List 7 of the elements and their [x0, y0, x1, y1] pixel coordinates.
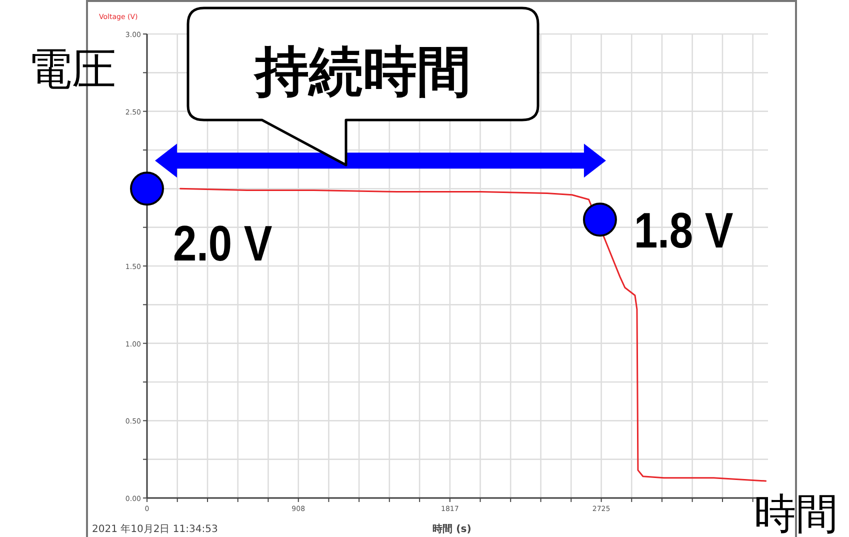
text: 時間 (s) — [432, 523, 472, 535]
text: 2021 年10月2日 11:34:53 — [92, 523, 218, 535]
x-axis-title: 時間 — [754, 489, 838, 537]
y-axis-title: 電圧 — [28, 44, 116, 95]
data-label: 1.8 V — [634, 202, 734, 258]
annotation: 持続時間 — [253, 40, 471, 103]
data-label: 2.0 V — [173, 215, 272, 272]
